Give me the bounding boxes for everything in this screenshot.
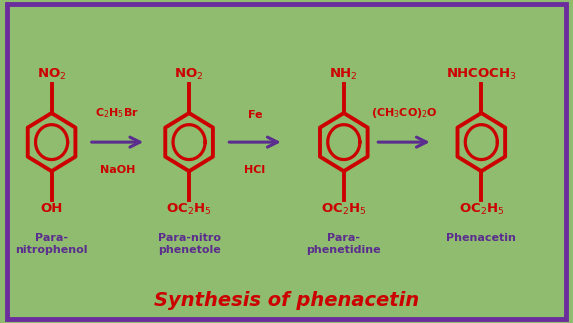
Text: Synthesis of phenacetin: Synthesis of phenacetin: [154, 291, 419, 310]
Text: Phenacetin: Phenacetin: [446, 233, 516, 243]
Text: Para-
nitrophenol: Para- nitrophenol: [15, 233, 88, 255]
Text: Para-nitro
phenetole: Para-nitro phenetole: [158, 233, 221, 255]
Text: OC$_2$H$_5$: OC$_2$H$_5$: [458, 202, 504, 217]
Text: Fe: Fe: [248, 109, 262, 120]
Text: Para-
phenetidine: Para- phenetidine: [307, 233, 381, 255]
Text: OC$_2$H$_5$: OC$_2$H$_5$: [321, 202, 367, 217]
Text: NHCOCH$_3$: NHCOCH$_3$: [446, 67, 517, 82]
Text: NO$_2$: NO$_2$: [37, 67, 66, 82]
Text: (CH$_3$CO)$_2$O: (CH$_3$CO)$_2$O: [371, 106, 437, 120]
Text: OH: OH: [40, 202, 63, 215]
Text: OC$_2$H$_5$: OC$_2$H$_5$: [166, 202, 212, 217]
Text: HCl: HCl: [245, 165, 265, 175]
Text: NO$_2$: NO$_2$: [174, 67, 204, 82]
Text: C$_2$H$_5$Br: C$_2$H$_5$Br: [96, 106, 139, 120]
Text: NH$_2$: NH$_2$: [329, 67, 358, 82]
Text: NaOH: NaOH: [100, 165, 135, 175]
